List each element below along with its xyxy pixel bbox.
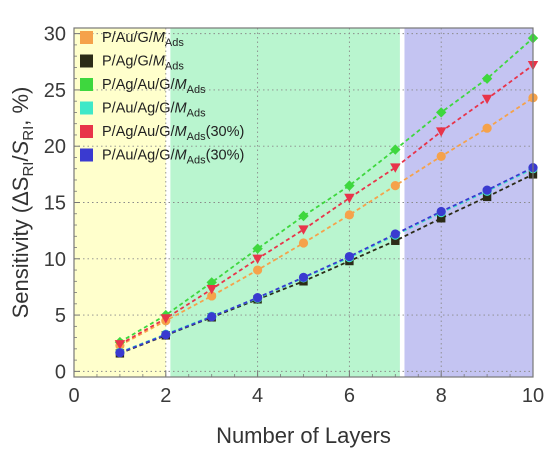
data-point	[114, 340, 126, 350]
y-tick-label: 5	[55, 305, 66, 327]
x-tick-label: 4	[252, 385, 263, 407]
data-point	[437, 214, 446, 223]
legend-label: P/Ag/Au/G/MAds(30%)	[102, 124, 244, 143]
legend: P/Au/G/MAds P/Ag/G/MAds P/Ag/Au/G/MAds P/Au…	[80, 30, 244, 167]
x-tick-label: 0	[68, 385, 79, 407]
legend-label: P/Au/G/MAds	[102, 30, 184, 49]
data-point	[298, 238, 309, 248]
series-markers-5	[114, 60, 539, 350]
data-point	[253, 265, 263, 275]
legend-label: P/Au/Ag/G/MAds	[102, 101, 206, 120]
data-point	[298, 210, 309, 222]
data-point	[344, 193, 355, 204]
series-markers-1	[115, 93, 538, 351]
y-tick-label: 15	[44, 193, 66, 215]
data-point	[207, 312, 217, 322]
y-tick-label: 0	[55, 361, 66, 383]
legend-swatch	[80, 78, 93, 91]
axis-ticks: 0 2 4 6 8 10 0 5 10 15 20 25 30	[44, 24, 544, 407]
data-point	[252, 254, 263, 264]
data-point	[436, 107, 447, 118]
data-point	[344, 180, 355, 191]
series-line-4	[119, 167, 534, 354]
x-tick-label: 8	[436, 385, 447, 407]
data-point	[253, 293, 263, 303]
data-point	[160, 314, 171, 324]
series-line-3	[119, 37, 534, 343]
data-point	[252, 243, 263, 254]
x-tick-label: 2	[160, 385, 171, 407]
data-point	[207, 291, 217, 301]
data-point	[344, 210, 354, 220]
legend-swatch	[80, 148, 93, 162]
series-line-6	[119, 166, 534, 354]
series-markers-6	[115, 163, 538, 358]
data-point	[481, 73, 493, 84]
legend-swatch	[80, 31, 93, 44]
data-point	[206, 284, 217, 295]
data-point	[390, 144, 401, 155]
data-point	[390, 181, 400, 191]
data-point	[482, 185, 492, 195]
legend-label: P/Ag/G/MAds	[102, 54, 184, 73]
data-point	[390, 163, 401, 173]
y-tick-label: 30	[44, 24, 66, 46]
series-line-1	[119, 97, 534, 347]
data-point	[436, 206, 446, 217]
data-point	[391, 236, 400, 245]
data-point	[436, 127, 447, 137]
data-point	[298, 225, 309, 235]
x-tick-label: 10	[522, 385, 544, 407]
legend-swatch	[80, 101, 93, 115]
series-lines	[119, 37, 534, 355]
shaded-region-3	[404, 28, 533, 377]
data-point	[482, 123, 492, 133]
data-point	[390, 229, 400, 239]
series-markers-3	[114, 32, 539, 348]
grid-lines	[74, 28, 533, 377]
x-tick-label: 6	[344, 385, 355, 407]
legend-swatch	[80, 54, 93, 68]
data-point	[436, 151, 446, 161]
y-tick-label: 10	[44, 249, 66, 271]
data-point	[482, 192, 492, 202]
legend-label: P/Ag/Au/G/MAds	[102, 77, 206, 96]
data-point	[344, 251, 354, 262]
x-axis-title: Number of Layers	[216, 423, 391, 448]
data-point	[481, 94, 493, 105]
y-tick-label: 25	[44, 80, 66, 102]
legend-label: P/Au/Ag/G/MAds(30%)	[102, 148, 244, 167]
data-point	[298, 272, 309, 282]
data-point	[115, 348, 125, 358]
series-line-5	[119, 64, 534, 346]
legend-swatch	[80, 125, 93, 138]
data-point	[161, 330, 171, 340]
y-axis-title: Sensitivity (ΔSRI/SRI, %)	[8, 87, 37, 319]
y-tick-label: 20	[44, 136, 66, 158]
